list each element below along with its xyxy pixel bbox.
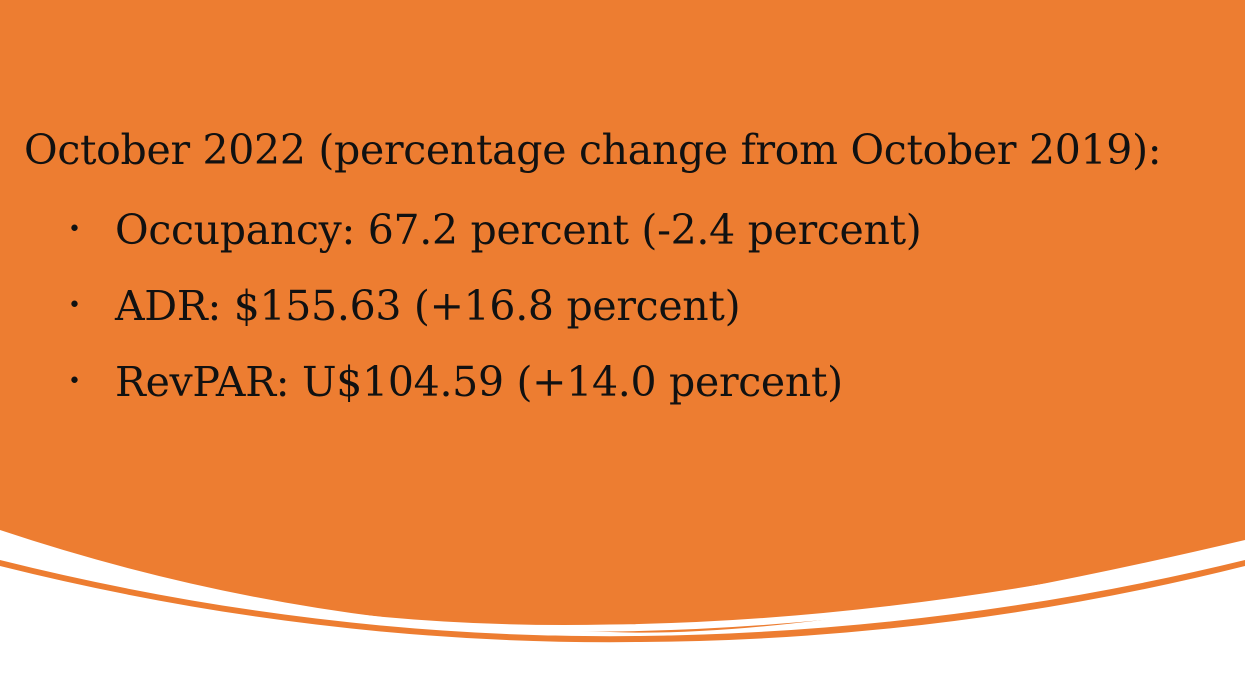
bullet-item-revpar: • RevPAR: U$104.59 (+14.0 percent) (24, 344, 1224, 420)
bullet-dot-icon: • (68, 369, 81, 394)
bullet-dot-icon: • (68, 217, 81, 242)
orange-swoosh-line (0, 560, 1245, 643)
bullet-dot-icon: • (68, 293, 81, 318)
white-swoosh-line (0, 544, 1245, 633)
slide-heading: October 2022 (percentage change from Oct… (24, 126, 1162, 174)
bullet-text-occupancy: Occupancy: 67.2 percent (-2.4 percent) (115, 206, 922, 254)
bullet-text-revpar: RevPAR: U$104.59 (+14.0 percent) (115, 358, 843, 406)
orange-arc-fill (0, 0, 1245, 633)
bullet-list: • Occupancy: 67.2 percent (-2.4 percent)… (24, 192, 1224, 420)
slide-content: October 2022 (percentage change from Oct… (24, 118, 1224, 420)
bullet-text-adr: ADR: $155.63 (+16.8 percent) (115, 282, 741, 330)
bullet-item-occupancy: • Occupancy: 67.2 percent (-2.4 percent) (24, 192, 1224, 268)
bullet-item-adr: • ADR: $155.63 (+16.8 percent) (24, 268, 1224, 344)
